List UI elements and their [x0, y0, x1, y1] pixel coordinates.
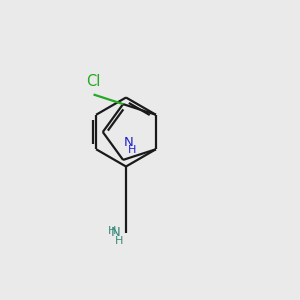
Text: H: H	[107, 226, 116, 236]
Text: H: H	[115, 236, 123, 246]
Text: Cl: Cl	[86, 74, 101, 89]
Text: N: N	[123, 136, 133, 149]
Text: N: N	[111, 226, 121, 239]
Text: H: H	[128, 145, 136, 155]
